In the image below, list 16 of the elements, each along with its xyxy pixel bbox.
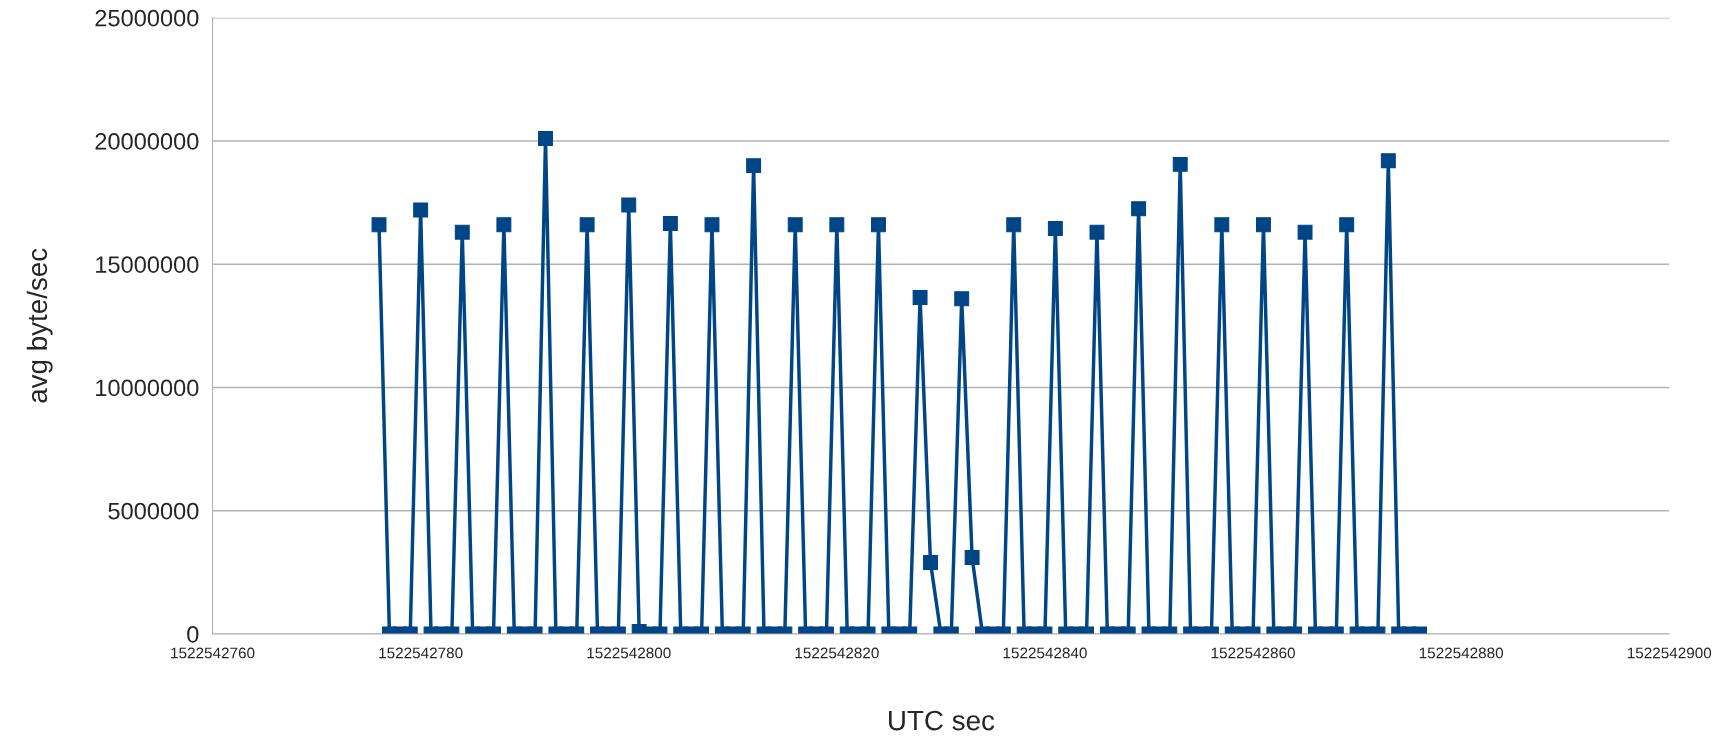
- x-tick-label: 1522542900: [1627, 647, 1712, 659]
- y-tick-label: 25000000: [95, 9, 199, 27]
- x-tick-label: 1522542860: [1211, 647, 1295, 659]
- y-tick-label: 20000000: [95, 133, 199, 150]
- x-tick-label: 1522542880: [1419, 647, 1504, 659]
- x-tick-label: 1522542800: [587, 647, 671, 659]
- x-tick-label: 1522542780: [379, 647, 463, 659]
- y-tick-label: 0: [187, 626, 199, 643]
- y-tick-label: 5000000: [108, 502, 199, 520]
- x-tick-label: 1522542820: [795, 647, 879, 659]
- x-tick-label: 1522542840: [1003, 647, 1087, 659]
- y-tick-label: 10000000: [96, 379, 199, 397]
- x-tick-label: 1522542760: [171, 647, 255, 659]
- x-axis-title: UTC sec: [889, 710, 995, 731]
- y-axis-title: avg byte/sec: [26, 248, 53, 403]
- y-tick-label: 15000000: [96, 256, 199, 273]
